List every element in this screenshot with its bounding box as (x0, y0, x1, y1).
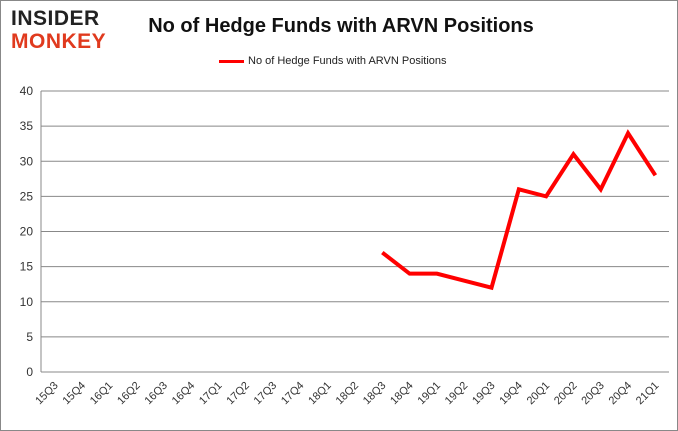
x-tick-label: 18Q1 (306, 380, 334, 408)
x-tick-label: 15Q3 (33, 380, 61, 408)
x-tick-label: 16Q1 (88, 380, 116, 408)
x-tick-label: 20Q3 (579, 380, 607, 408)
x-tick-label: 19Q3 (470, 380, 498, 408)
y-tick-label: 40 (20, 84, 34, 98)
legend-swatch (219, 59, 244, 63)
y-tick-label: 20 (20, 225, 34, 239)
y-tick-label: 5 (26, 330, 33, 344)
legend-label: No of Hedge Funds with ARVN Positions (248, 55, 447, 67)
x-tick-label: 17Q2 (224, 380, 252, 408)
y-tick-label: 0 (26, 365, 33, 379)
insider-monkey-logo: INSIDER MONKEY (11, 7, 131, 55)
x-tick-label: 20Q4 (607, 380, 635, 408)
x-tick-label: 16Q3 (142, 380, 170, 408)
x-tick-label: 20Q1 (525, 380, 553, 408)
x-tick-label: 15Q4 (61, 380, 89, 408)
x-tick-label: 16Q2 (115, 380, 143, 408)
x-tick-label: 17Q1 (197, 380, 225, 408)
x-tick-label: 18Q4 (388, 380, 416, 408)
y-tick-label: 25 (20, 189, 34, 203)
y-tick-label: 10 (20, 295, 34, 309)
x-tick-label: 21Q1 (634, 380, 662, 408)
x-tick-label: 20Q2 (552, 380, 580, 408)
x-tick-label: 18Q3 (361, 380, 389, 408)
x-tick-label: 17Q4 (279, 380, 307, 408)
series-line (381, 129, 658, 291)
x-tick-label: 19Q1 (416, 380, 444, 408)
y-tick-label: 15 (20, 260, 34, 274)
x-tick-label: 19Q2 (443, 380, 471, 408)
logo-line1: INSIDER (11, 7, 100, 30)
x-tick-label: 16Q4 (170, 380, 198, 408)
legend: No of Hedge Funds with ARVN Positions (219, 55, 447, 67)
x-tick-label: 19Q4 (497, 380, 525, 408)
logo-line2: MONKEY (11, 30, 107, 53)
x-tick-label: 18Q2 (334, 380, 362, 408)
x-tick-label: 17Q3 (252, 380, 280, 408)
y-tick-label: 35 (20, 119, 34, 133)
chart-title: No of Hedge Funds with ARVN Positions (148, 15, 534, 37)
y-tick-label: 30 (20, 154, 34, 168)
